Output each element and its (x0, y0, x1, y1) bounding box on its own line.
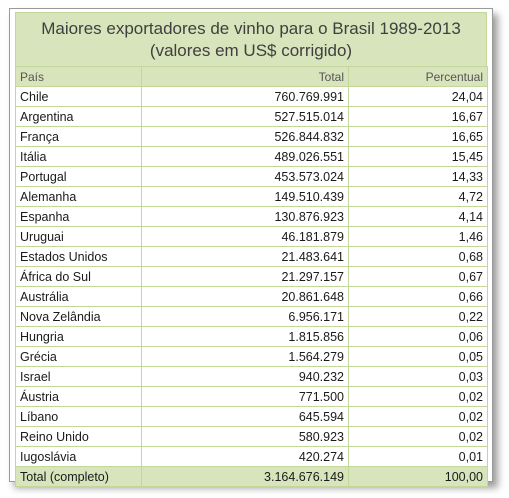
cell-total: 149.510.439 (141, 186, 349, 207)
cell-total: 526.844.832 (141, 126, 349, 147)
header-row: País Total Percentual (15, 66, 488, 87)
cell-total: 645.594 (141, 406, 349, 427)
table-row: Nova Zelândia 6.956.171 0,22 (15, 306, 488, 327)
cell-total: 20.861.648 (141, 286, 349, 307)
cell-percent: 0,06 (348, 326, 488, 347)
table-row: Áustria 771.500 0,02 (15, 386, 488, 407)
table-row: França 526.844.832 16,65 (15, 126, 488, 147)
cell-country: Nova Zelândia (15, 306, 142, 327)
cell-total: 771.500 (141, 386, 349, 407)
cell-percent: 0,22 (348, 306, 488, 327)
cell-percent: 0,02 (348, 406, 488, 427)
cell-total: 453.573.024 (141, 166, 349, 187)
cell-percent: 0,05 (348, 346, 488, 367)
cell-country: Hungria (15, 326, 142, 347)
table-row: Iugoslávia 420.274 0,01 (15, 446, 488, 467)
cell-country: França (15, 126, 142, 147)
total-row: Total (completo) 3.164.676.149 100,00 (15, 466, 488, 487)
cell-percent: 15,45 (348, 146, 488, 167)
cell-total: 6.956.171 (141, 306, 349, 327)
header-total: Total (141, 66, 349, 87)
cell-total: 46.181.879 (141, 226, 349, 247)
cell-country: Israel (15, 366, 142, 387)
cell-total: 21.297.157 (141, 266, 349, 287)
table-row: Reino Unido 580.923 0,02 (15, 426, 488, 447)
cell-country: Iugoslávia (15, 446, 142, 467)
cell-percent: 0,03 (348, 366, 488, 387)
table-row: Austrália 20.861.648 0,66 (15, 286, 488, 307)
cell-country: Alemanha (15, 186, 142, 207)
cell-percent: 1,46 (348, 226, 488, 247)
spreadsheet: Maiores exportadores de vinho para o Bra… (15, 12, 488, 487)
cell-country: Argentina (15, 106, 142, 127)
table-row: Itália 489.026.551 15,45 (15, 146, 488, 167)
cell-total-value: 3.164.676.149 (141, 466, 349, 487)
cell-percent: 0,01 (348, 446, 488, 467)
cell-country: Estados Unidos (15, 246, 142, 267)
cell-country: Chile (15, 86, 142, 107)
cell-country: Austrália (15, 286, 142, 307)
cell-total: 130.876.923 (141, 206, 349, 227)
cell-total: 580.923 (141, 426, 349, 447)
exporters-table: País Total Percentual Chile 760.769.991 24… (15, 66, 488, 487)
cell-percent: 24,04 (348, 86, 488, 107)
table-title: Maiores exportadores de vinho para o Bra… (15, 12, 487, 66)
cell-total: 1.815.856 (141, 326, 349, 347)
cell-country: Portugal (15, 166, 142, 187)
cell-percent: 0,68 (348, 246, 488, 267)
cell-total-percent: 100,00 (348, 466, 488, 487)
table-row: Líbano 645.594 0,02 (15, 406, 488, 427)
header-country: País (15, 66, 142, 87)
cell-percent: 16,65 (348, 126, 488, 147)
table-row: Hungria 1.815.856 0,06 (15, 326, 488, 347)
cell-percent: 4,14 (348, 206, 488, 227)
table-row: Portugal 453.573.024 14,33 (15, 166, 488, 187)
cell-percent: 0,02 (348, 386, 488, 407)
cell-total: 527.515.014 (141, 106, 349, 127)
cell-country: Uruguai (15, 226, 142, 247)
table-row: Estados Unidos 21.483.641 0,68 (15, 246, 488, 267)
cell-country: Espanha (15, 206, 142, 227)
cell-percent: 0,66 (348, 286, 488, 307)
cell-country: Itália (15, 146, 142, 167)
cell-country: Áustria (15, 386, 142, 407)
cell-percent: 14,33 (348, 166, 488, 187)
table-row: Israel 940.232 0,03 (15, 366, 488, 387)
cell-percent: 0,02 (348, 426, 488, 447)
cell-total: 21.483.641 (141, 246, 349, 267)
cell-total: 940.232 (141, 366, 349, 387)
table-row: Alemanha 149.510.439 4,72 (15, 186, 488, 207)
table-row: Argentina 527.515.014 16,67 (15, 106, 488, 127)
cell-percent: 16,67 (348, 106, 488, 127)
title-line-2: (valores em US$ corrigido) (149, 41, 353, 60)
screenshot-frame: Maiores exportadores de vinho para o Bra… (9, 8, 493, 487)
table-row: Espanha 130.876.923 4,14 (15, 206, 488, 227)
cell-country: Líbano (15, 406, 142, 427)
cell-percent: 0,67 (348, 266, 488, 287)
table-row: Uruguai 46.181.879 1,46 (15, 226, 488, 247)
cell-total: 489.026.551 (141, 146, 349, 167)
header-percent: Percentual (348, 66, 488, 87)
cell-country: Reino Unido (15, 426, 142, 447)
cell-total: 760.769.991 (141, 86, 349, 107)
cell-country: Grécia (15, 346, 142, 367)
cell-total-label: Total (completo) (15, 466, 142, 487)
cell-total: 1.564.279 (141, 346, 349, 367)
table-row: África do Sul 21.297.157 0,67 (15, 266, 488, 287)
table-row: Chile 760.769.991 24,04 (15, 86, 488, 107)
table-row: Grécia 1.564.279 0,05 (15, 346, 488, 367)
cell-percent: 4,72 (348, 186, 488, 207)
cell-total: 420.274 (141, 446, 349, 467)
title-line-1: Maiores exportadores de vinho para o Bra… (41, 19, 461, 38)
cell-country: África do Sul (15, 266, 142, 287)
